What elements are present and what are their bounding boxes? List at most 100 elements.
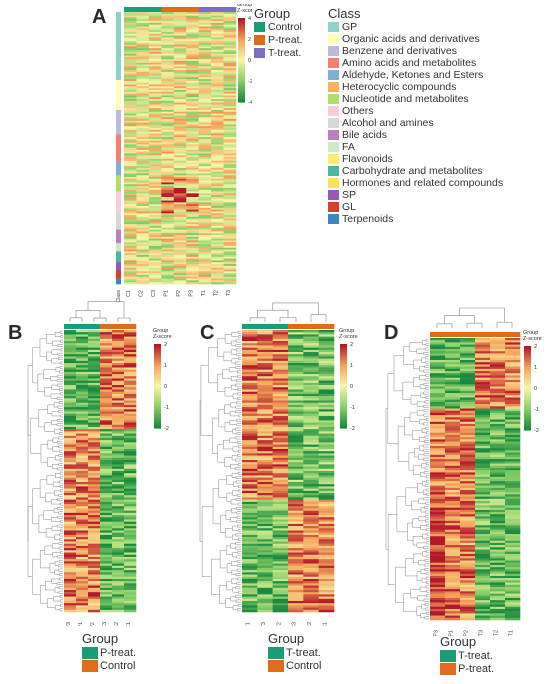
legend-label: GP bbox=[342, 21, 358, 33]
heatmap-cells bbox=[124, 12, 237, 285]
colorbar-tick: -2 bbox=[248, 79, 252, 85]
legend-label: P-treat. bbox=[100, 646, 137, 659]
column-label: C3 bbox=[151, 290, 157, 297]
class-legend-item: Others bbox=[328, 105, 503, 117]
column-label: T3 bbox=[479, 630, 485, 636]
heatmap-cells bbox=[430, 338, 521, 621]
legend-label: Control bbox=[268, 21, 302, 33]
column-label: C3 bbox=[102, 622, 108, 626]
panel-b-letter: B bbox=[8, 322, 23, 344]
legend-label: Alcohol and amines bbox=[342, 117, 434, 129]
colorbar-tick: 2 bbox=[350, 342, 353, 348]
legend-swatch bbox=[328, 178, 339, 188]
legend-label: Control bbox=[100, 659, 136, 672]
legend-label: T-treat. bbox=[458, 649, 493, 662]
legend-label: T-treat. bbox=[286, 646, 321, 659]
colorbar-tick: 1 bbox=[164, 363, 167, 369]
group-legend-title: Group bbox=[254, 6, 291, 21]
colorbar-tick: 0 bbox=[164, 384, 167, 390]
colorbar-title: Group bbox=[237, 4, 252, 8]
legend-swatch bbox=[328, 46, 339, 56]
colorbar-title: Group bbox=[339, 328, 354, 334]
colorbar-title: Z-score bbox=[237, 8, 252, 14]
legend-swatch bbox=[440, 649, 456, 662]
class-legend-item: Hormones and related compounds bbox=[328, 177, 503, 189]
colorbar-tick: -1 bbox=[350, 405, 355, 411]
colorbar-tick: 1 bbox=[350, 363, 353, 369]
legend-swatch bbox=[82, 646, 98, 659]
column-label: C2 bbox=[139, 290, 145, 297]
legend-label: Organic acids and derivatives bbox=[342, 33, 480, 45]
legend-swatch bbox=[328, 190, 339, 200]
colorbar-tick: -2 bbox=[350, 426, 355, 432]
class-legend-item: FA bbox=[328, 141, 503, 153]
class-legend-item: Heterocyclic compounds bbox=[328, 81, 503, 93]
colorbar-tick: -2 bbox=[534, 428, 539, 434]
legend-swatch bbox=[328, 154, 339, 164]
row-dendrogram bbox=[27, 330, 63, 612]
class-legend-item: Terpenoids bbox=[328, 213, 503, 225]
class-legend-item: Organic acids and derivatives bbox=[328, 33, 503, 45]
legend-label: P-treat. bbox=[268, 34, 303, 46]
column-label: T1 bbox=[246, 622, 252, 626]
legend-label: Nucleotide and metabolites bbox=[342, 93, 469, 105]
colorbar-tick: 2 bbox=[164, 342, 167, 348]
column-dendrogram bbox=[436, 307, 513, 328]
class-legend-item: Nucleotide and metabolites bbox=[328, 93, 503, 105]
class-axis-label: Class bbox=[116, 290, 122, 303]
colorbar-tick: 2 bbox=[248, 37, 251, 43]
panel-c-group-legend: Group T-treat. Control bbox=[268, 631, 321, 672]
legend-swatch bbox=[268, 646, 284, 659]
column-label: C2 bbox=[114, 622, 120, 626]
legend-swatch bbox=[328, 82, 339, 92]
colorbar-title: Z-score bbox=[339, 334, 358, 340]
heatmap-cells bbox=[242, 330, 335, 613]
group-legend-title: Group bbox=[82, 631, 119, 646]
legend-swatch bbox=[328, 130, 339, 140]
column-label: T1 bbox=[509, 630, 515, 636]
colorbar-tick: -1 bbox=[534, 407, 539, 413]
legend-label: P-treat. bbox=[458, 662, 495, 675]
colorbar-title: Z-score bbox=[153, 334, 172, 340]
colorbar-tick: 4 bbox=[248, 16, 251, 22]
legend-swatch bbox=[328, 118, 339, 128]
class-legend-item: Aldehyde, Ketones and Esters bbox=[328, 69, 503, 81]
legend-swatch bbox=[328, 142, 339, 152]
class-legend-item: Carbohydrate and metabolites bbox=[328, 165, 503, 177]
group-legend-title: Group bbox=[440, 634, 477, 649]
column-label: P1 bbox=[78, 622, 84, 626]
column-label: P3 bbox=[66, 622, 72, 626]
colorbar-tick: 2 bbox=[534, 344, 537, 350]
legend-swatch bbox=[82, 659, 98, 672]
legend-label: SP bbox=[342, 189, 357, 201]
class-legend-item: Bile acids bbox=[328, 129, 503, 141]
column-label: C3 bbox=[292, 622, 298, 626]
class-legend-item: GL bbox=[328, 201, 503, 213]
group-legend-item: P-treat. bbox=[254, 34, 302, 46]
column-label: P1 bbox=[449, 630, 455, 636]
class-legend-title: Class bbox=[328, 6, 361, 21]
group-annotation-bar bbox=[124, 7, 237, 12]
legend-swatch bbox=[328, 166, 339, 176]
legend-label: Amino acids and metabolites bbox=[342, 57, 477, 69]
class-annotation-bar bbox=[116, 12, 121, 285]
class-legend-item: SP bbox=[328, 189, 503, 201]
legend-label: Control bbox=[286, 659, 322, 672]
group-annotation-bar bbox=[430, 332, 521, 337]
legend-swatch bbox=[254, 35, 265, 45]
colorbar-title: Z-score bbox=[523, 336, 542, 342]
column-label: C1 bbox=[322, 622, 328, 626]
colorbar-tick: 0 bbox=[248, 58, 251, 64]
legend-swatch bbox=[254, 22, 265, 32]
column-label: P2 bbox=[176, 290, 182, 297]
row-dendrogram bbox=[199, 330, 241, 612]
group-legend-item: T-treat. bbox=[254, 47, 302, 59]
group-legend-item: T-treat. bbox=[440, 649, 494, 662]
group-legend-item: Control bbox=[254, 21, 302, 33]
legend-swatch bbox=[328, 58, 339, 68]
column-label: C2 bbox=[307, 622, 313, 626]
group-legend-item: Control bbox=[268, 659, 321, 672]
